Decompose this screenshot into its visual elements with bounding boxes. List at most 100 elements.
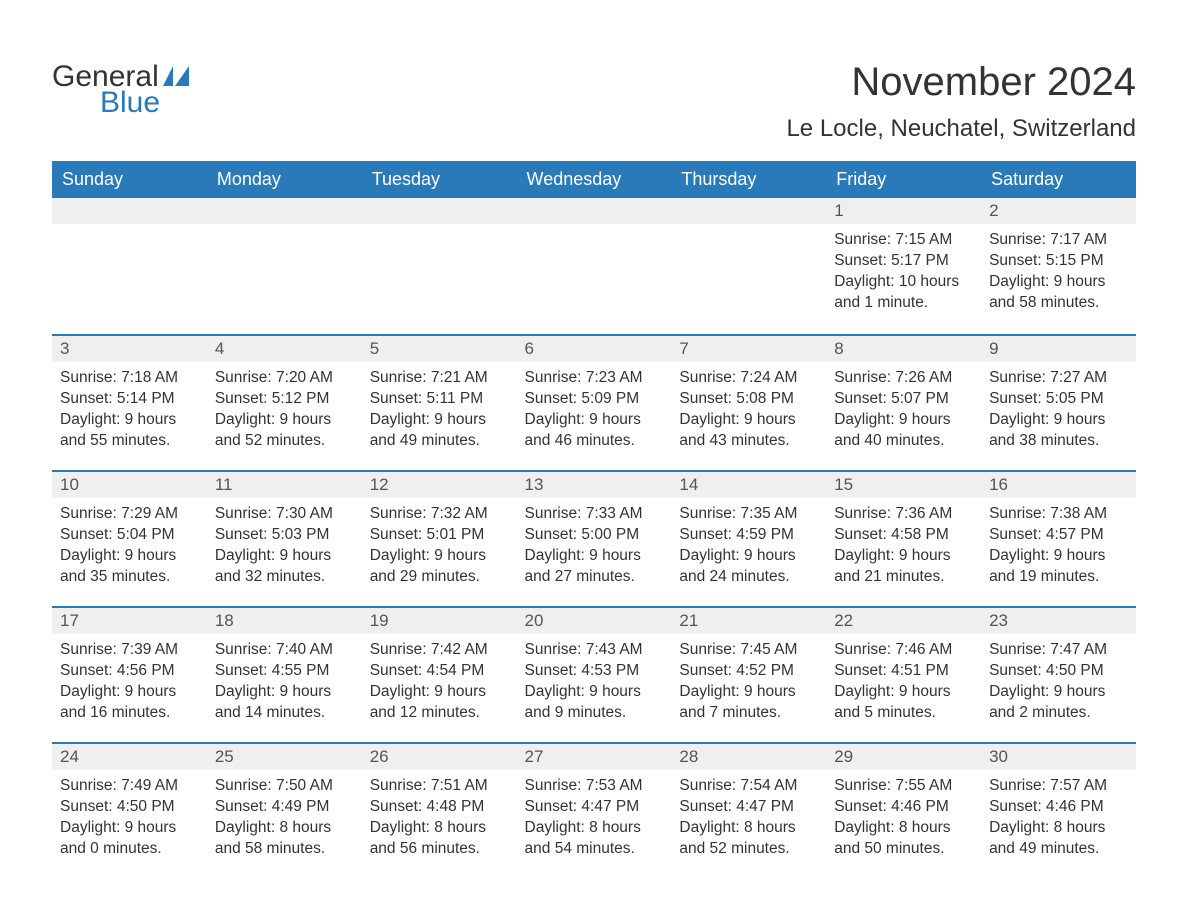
day-number: 6 (517, 334, 672, 362)
calendar-day-cell: 9Sunrise: 7:27 AMSunset: 5:05 PMDaylight… (981, 334, 1136, 470)
sunrise-line: Sunrise: 7:27 AM (989, 368, 1128, 389)
daylight-line: Daylight: 9 hours and 55 minutes. (60, 410, 199, 452)
day-number: 20 (517, 606, 672, 634)
calendar-day-cell: 20Sunrise: 7:43 AMSunset: 4:53 PMDayligh… (517, 606, 672, 742)
calendar-day-cell: 11Sunrise: 7:30 AMSunset: 5:03 PMDayligh… (207, 470, 362, 606)
sunrise-line: Sunrise: 7:39 AM (60, 640, 199, 661)
sunset-line: Sunset: 5:17 PM (834, 251, 973, 272)
sunrise-line: Sunrise: 7:35 AM (679, 504, 818, 525)
day-details: Sunrise: 7:36 AMSunset: 4:58 PMDaylight:… (826, 498, 981, 588)
day-details: Sunrise: 7:27 AMSunset: 5:05 PMDaylight:… (981, 362, 1136, 452)
day-details: Sunrise: 7:38 AMSunset: 4:57 PMDaylight:… (981, 498, 1136, 588)
daylight-line: Daylight: 9 hours and 40 minutes. (834, 410, 973, 452)
sunrise-line: Sunrise: 7:38 AM (989, 504, 1128, 525)
day-number: 25 (207, 742, 362, 770)
sunrise-line: Sunrise: 7:46 AM (834, 640, 973, 661)
sunrise-line: Sunrise: 7:55 AM (834, 776, 973, 797)
column-header: Wednesday (517, 161, 672, 198)
daylight-line: Daylight: 9 hours and 46 minutes. (525, 410, 664, 452)
sunset-line: Sunset: 5:08 PM (679, 389, 818, 410)
day-details: Sunrise: 7:42 AMSunset: 4:54 PMDaylight:… (362, 634, 517, 724)
day-number: 10 (52, 470, 207, 498)
sunrise-line: Sunrise: 7:54 AM (679, 776, 818, 797)
calendar-day-cell: 13Sunrise: 7:33 AMSunset: 5:00 PMDayligh… (517, 470, 672, 606)
calendar-day-cell (207, 198, 362, 334)
calendar-day-cell: 8Sunrise: 7:26 AMSunset: 5:07 PMDaylight… (826, 334, 981, 470)
calendar-day-cell: 5Sunrise: 7:21 AMSunset: 5:11 PMDaylight… (362, 334, 517, 470)
sunrise-line: Sunrise: 7:32 AM (370, 504, 509, 525)
sunset-line: Sunset: 5:14 PM (60, 389, 199, 410)
sunrise-line: Sunrise: 7:20 AM (215, 368, 354, 389)
flag-icon (163, 66, 189, 86)
sunrise-line: Sunrise: 7:15 AM (834, 230, 973, 251)
sunset-line: Sunset: 5:07 PM (834, 389, 973, 410)
sunset-line: Sunset: 4:46 PM (834, 797, 973, 818)
sunrise-line: Sunrise: 7:36 AM (834, 504, 973, 525)
column-header: Friday (826, 161, 981, 198)
calendar-day-cell: 18Sunrise: 7:40 AMSunset: 4:55 PMDayligh… (207, 606, 362, 742)
sunset-line: Sunset: 5:09 PM (525, 389, 664, 410)
day-number: 4 (207, 334, 362, 362)
calendar-header-row: SundayMondayTuesdayWednesdayThursdayFrid… (52, 161, 1136, 198)
calendar-day-cell: 22Sunrise: 7:46 AMSunset: 4:51 PMDayligh… (826, 606, 981, 742)
column-header: Monday (207, 161, 362, 198)
day-number: 14 (671, 470, 826, 498)
calendar-day-cell: 7Sunrise: 7:24 AMSunset: 5:08 PMDaylight… (671, 334, 826, 470)
calendar-day-cell: 21Sunrise: 7:45 AMSunset: 4:52 PMDayligh… (671, 606, 826, 742)
calendar-day-cell (517, 198, 672, 334)
sunset-line: Sunset: 4:52 PM (679, 661, 818, 682)
sunset-line: Sunset: 4:51 PM (834, 661, 973, 682)
day-number: 27 (517, 742, 672, 770)
day-number: 30 (981, 742, 1136, 770)
day-number: 17 (52, 606, 207, 634)
sunset-line: Sunset: 4:57 PM (989, 525, 1128, 546)
sunset-line: Sunset: 5:11 PM (370, 389, 509, 410)
column-header: Saturday (981, 161, 1136, 198)
sunset-line: Sunset: 5:05 PM (989, 389, 1128, 410)
sunrise-line: Sunrise: 7:33 AM (525, 504, 664, 525)
calendar-day-cell: 1Sunrise: 7:15 AMSunset: 5:17 PMDaylight… (826, 198, 981, 334)
day-details: Sunrise: 7:49 AMSunset: 4:50 PMDaylight:… (52, 770, 207, 860)
calendar-week-row: 10Sunrise: 7:29 AMSunset: 5:04 PMDayligh… (52, 470, 1136, 606)
column-header: Tuesday (362, 161, 517, 198)
day-details: Sunrise: 7:43 AMSunset: 4:53 PMDaylight:… (517, 634, 672, 724)
daylight-line: Daylight: 9 hours and 38 minutes. (989, 410, 1128, 452)
day-details: Sunrise: 7:55 AMSunset: 4:46 PMDaylight:… (826, 770, 981, 860)
sunset-line: Sunset: 5:03 PM (215, 525, 354, 546)
sunrise-line: Sunrise: 7:30 AM (215, 504, 354, 525)
daylight-line: Daylight: 9 hours and 14 minutes. (215, 682, 354, 724)
sunrise-line: Sunrise: 7:57 AM (989, 776, 1128, 797)
daylight-line: Daylight: 8 hours and 50 minutes. (834, 818, 973, 860)
sunset-line: Sunset: 4:55 PM (215, 661, 354, 682)
day-number: 7 (671, 334, 826, 362)
daylight-line: Daylight: 8 hours and 56 minutes. (370, 818, 509, 860)
sunrise-line: Sunrise: 7:23 AM (525, 368, 664, 389)
daylight-line: Daylight: 9 hours and 49 minutes. (370, 410, 509, 452)
day-details: Sunrise: 7:57 AMSunset: 4:46 PMDaylight:… (981, 770, 1136, 860)
day-number: 24 (52, 742, 207, 770)
sunset-line: Sunset: 4:49 PM (215, 797, 354, 818)
calendar-day-cell: 4Sunrise: 7:20 AMSunset: 5:12 PMDaylight… (207, 334, 362, 470)
calendar-week-row: 24Sunrise: 7:49 AMSunset: 4:50 PMDayligh… (52, 742, 1136, 878)
sunset-line: Sunset: 5:01 PM (370, 525, 509, 546)
day-details: Sunrise: 7:24 AMSunset: 5:08 PMDaylight:… (671, 362, 826, 452)
daylight-line: Daylight: 9 hours and 24 minutes. (679, 546, 818, 588)
day-details: Sunrise: 7:32 AMSunset: 5:01 PMDaylight:… (362, 498, 517, 588)
day-number: 28 (671, 742, 826, 770)
sunset-line: Sunset: 5:12 PM (215, 389, 354, 410)
day-number: 26 (362, 742, 517, 770)
logo-text-blue: Blue (100, 86, 160, 120)
header: General Blue November 2024 Le Locle, Neu… (52, 60, 1136, 143)
daylight-line: Daylight: 9 hours and 0 minutes. (60, 818, 199, 860)
day-number: 15 (826, 470, 981, 498)
daylight-line: Daylight: 8 hours and 52 minutes. (679, 818, 818, 860)
day-details: Sunrise: 7:18 AMSunset: 5:14 PMDaylight:… (52, 362, 207, 452)
calendar-day-cell: 3Sunrise: 7:18 AMSunset: 5:14 PMDaylight… (52, 334, 207, 470)
daylight-line: Daylight: 9 hours and 5 minutes. (834, 682, 973, 724)
calendar-day-cell: 27Sunrise: 7:53 AMSunset: 4:47 PMDayligh… (517, 742, 672, 878)
sunset-line: Sunset: 4:50 PM (60, 797, 199, 818)
calendar-day-cell: 19Sunrise: 7:42 AMSunset: 4:54 PMDayligh… (362, 606, 517, 742)
calendar-day-cell (671, 198, 826, 334)
day-number: 29 (826, 742, 981, 770)
sunrise-line: Sunrise: 7:18 AM (60, 368, 199, 389)
